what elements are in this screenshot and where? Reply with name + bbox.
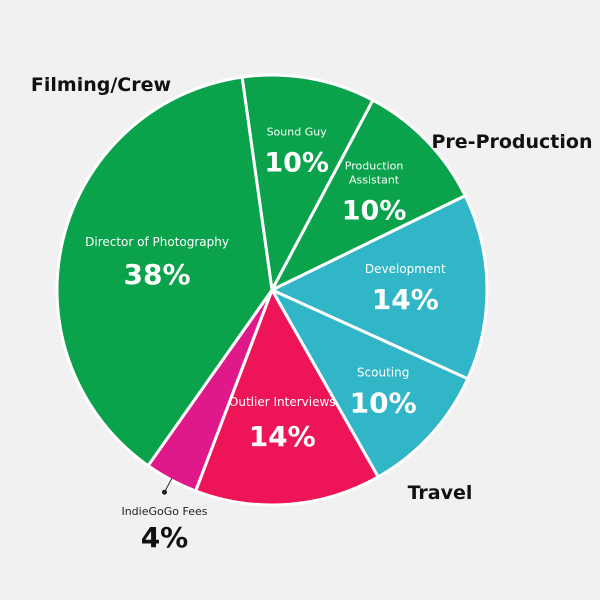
group-label-pre-production: Pre-Production (432, 131, 593, 153)
slice-label-scouting: Scouting (357, 365, 409, 379)
slice-director-of-photography (55, 75, 274, 468)
slice-scouting (270, 288, 470, 479)
slices-layer (55, 73, 489, 507)
slice-label-production-assistant-1: Production (345, 159, 404, 172)
slice-value-director-of-photography: 38% (124, 258, 191, 291)
group-label-travel: Travel (408, 482, 473, 504)
slice-label-production-assistant-2: Assistant (349, 173, 400, 186)
leader-line-indiegogo-fees (164, 477, 173, 493)
slice-value-sound-guy: 10% (264, 147, 329, 178)
slice-value-indiegogo-fees: 4% (141, 521, 189, 554)
slice-value-production-assistant: 10% (342, 195, 407, 226)
slice-value-development: 14% (372, 283, 439, 316)
slice-label-indiegogo-fees: IndieGoGo Fees (121, 505, 207, 518)
slice-label-director-of-photography: Director of Photography (85, 235, 229, 249)
slice-label-sound-guy: Sound Guy (267, 125, 328, 138)
slice-value-scouting: 10% (350, 386, 417, 419)
slice-outlier-interviews (194, 288, 380, 507)
slice-development (270, 194, 489, 381)
leader-dot-indiegogo-fees (161, 489, 167, 495)
slice-label-outlier-interviews: Outlier Interviews (229, 395, 336, 409)
slice-production-assistant (270, 98, 467, 292)
group-labels-layer: Filming/Crew Pre-Production Travel (31, 74, 593, 504)
slice-sound-guy (240, 73, 375, 292)
group-label-filming-crew: Filming/Crew (31, 74, 171, 96)
slice-label-development: Development (365, 262, 446, 276)
slice-value-outlier-interviews: 14% (249, 420, 316, 453)
